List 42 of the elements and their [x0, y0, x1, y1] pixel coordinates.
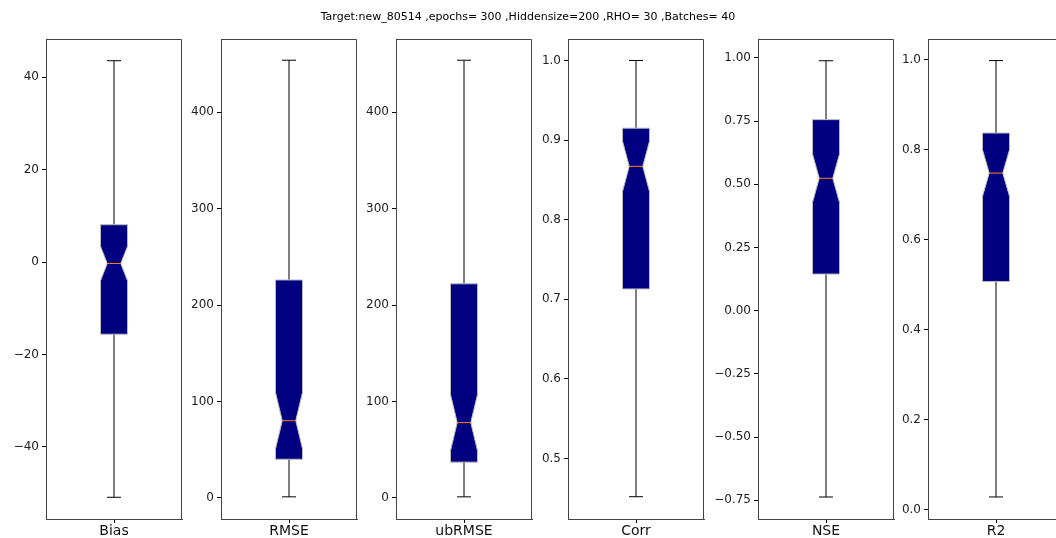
y-tick-label: 200	[366, 297, 389, 312]
y-tick-label: 0.8	[541, 211, 561, 226]
y-tick-label: 400	[366, 104, 389, 119]
y-tick-label: −0.25	[714, 366, 751, 381]
y-tick-label: 0.6	[901, 231, 921, 246]
x-tick-label: RMSE	[269, 522, 309, 538]
y-tick-label: −20	[13, 346, 39, 361]
y-tick-label: 0.8	[901, 141, 921, 156]
y-tick-label: 0.2	[901, 411, 921, 426]
y-tick-label: 100	[191, 393, 214, 408]
y-tick-label: 0.25	[724, 239, 751, 254]
y-tick-label: 300	[191, 200, 214, 215]
y-tick-label: 1.0	[901, 51, 921, 66]
y-tick-label: 100	[366, 393, 389, 408]
y-tick-label: 0.6	[541, 371, 561, 386]
y-tick-label: −40	[13, 439, 39, 454]
y-tick-label: 0.9	[541, 132, 561, 147]
y-tick-label: 0	[206, 489, 214, 504]
y-tick-label: 40	[23, 69, 39, 84]
chart-title: Target:new_80514 ,epochs= 300 ,Hiddensize=200 ,RHO= 30 ,Batches= 40	[319, 10, 737, 23]
x-tick-label: R2	[986, 522, 1006, 538]
y-tick-label: 20	[23, 161, 39, 176]
y-tick-label: 0.50	[724, 176, 751, 191]
y-tick-label: 0.75	[724, 113, 751, 128]
y-tick-label: 0.5	[541, 450, 561, 465]
y-tick-label: 300	[366, 200, 389, 215]
y-tick-label: 400	[191, 104, 214, 119]
y-tick-label: 1.0	[541, 52, 561, 67]
y-tick-label: 0.4	[901, 321, 921, 336]
y-tick-label: 0.00	[724, 302, 751, 317]
y-tick-label: 0	[381, 489, 389, 504]
y-tick-label: 0.7	[541, 291, 561, 306]
y-tick-label: −0.50	[714, 429, 751, 444]
x-tick-label: Bias	[99, 522, 129, 538]
y-tick-label: 0.0	[901, 501, 921, 516]
x-tick-label: NSE	[811, 522, 841, 538]
x-tick-label: Corr	[621, 522, 652, 538]
x-tick-label: ubRMSE	[435, 522, 493, 538]
y-tick-label: −0.75	[714, 492, 751, 507]
y-tick-label: 1.00	[724, 50, 751, 65]
y-tick-label: 0	[31, 254, 39, 269]
y-tick-label: 200	[191, 297, 214, 312]
